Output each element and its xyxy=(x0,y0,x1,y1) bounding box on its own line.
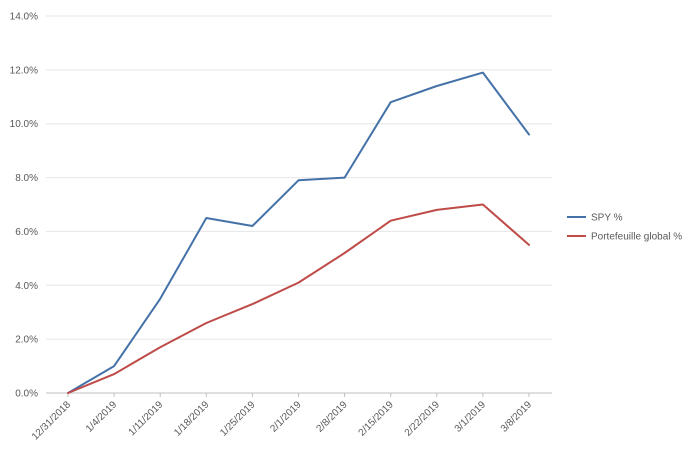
legend-label: Portefeuille global % xyxy=(591,232,682,243)
legend: SPY % Portefeuille global % xyxy=(567,213,682,243)
y-tick-label: 8.0% xyxy=(15,173,38,184)
x-tick-label: 3/1/2019 xyxy=(453,399,489,435)
y-tick-label: 4.0% xyxy=(15,281,38,292)
series-line-1 xyxy=(67,71,530,394)
y-tick-label: 6.0% xyxy=(15,227,38,238)
x-tick-label: 2/8/2019 xyxy=(314,399,350,435)
x-tick-label: 3/8/2019 xyxy=(499,399,535,435)
legend-label: SPY % xyxy=(591,213,623,224)
series-line-2 xyxy=(67,203,530,394)
x-tick-label: 1/25/2019 xyxy=(218,399,258,439)
x-tick-label: 2/22/2019 xyxy=(403,399,443,439)
x-tick-label: 1/4/2019 xyxy=(84,399,120,435)
gridlines xyxy=(46,15,552,394)
x-axis-ticks: 12/31/2018 1/4/2019 1/11/2019 1/18/2019 1/25… xyxy=(30,393,534,443)
x-tick-label: 2/1/2019 xyxy=(268,399,304,435)
y-tick-label: 12.0% xyxy=(10,65,38,76)
y-tick-label: 14.0% xyxy=(10,12,38,23)
x-tick-label: 12/31/2018 xyxy=(30,399,73,442)
series-lines xyxy=(67,71,530,394)
y-tick-label: 0.0% xyxy=(15,389,38,400)
x-tick-label: 1/18/2019 xyxy=(172,399,212,439)
y-tick-label: 2.0% xyxy=(15,335,38,346)
y-axis-ticks: 0.0% 2.0% 4.0% 6.0% 8.0% 10.0% 12.0% 14.0% xyxy=(10,12,38,400)
x-tick-label: 2/15/2019 xyxy=(357,399,397,439)
x-tick-label: 1/11/2019 xyxy=(127,399,166,438)
y-tick-label: 10.0% xyxy=(10,119,38,130)
